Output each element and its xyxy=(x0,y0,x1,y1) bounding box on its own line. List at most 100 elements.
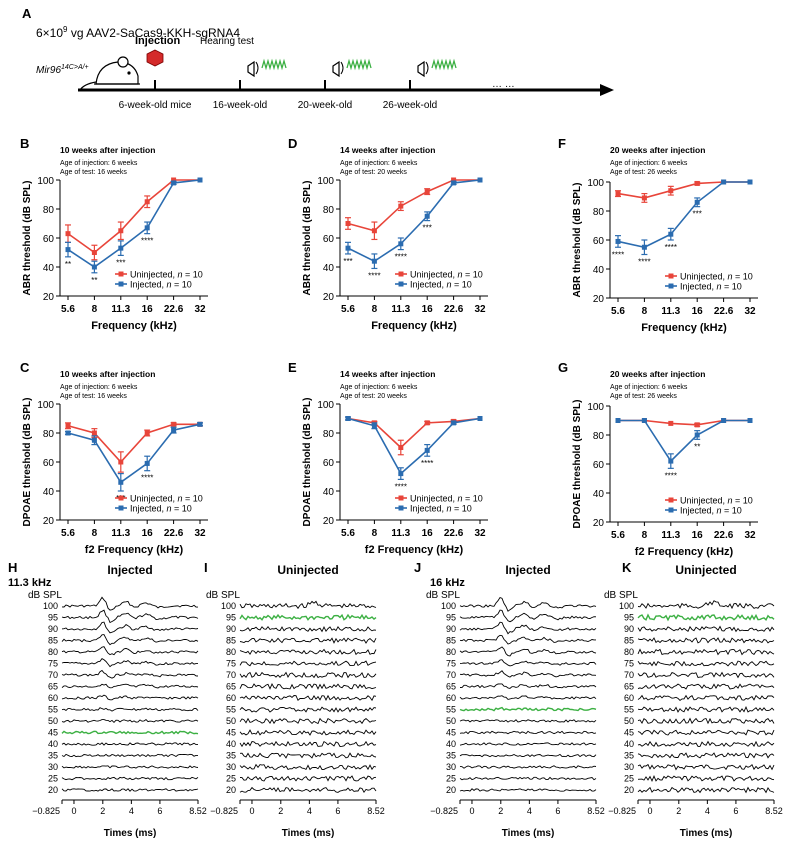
waveform-trace xyxy=(61,719,199,724)
waveform-trace xyxy=(637,694,775,701)
data-point xyxy=(615,191,621,197)
data-point xyxy=(721,179,727,185)
legend-label: Injected, n = 10 xyxy=(680,282,742,292)
sound-wave-icon xyxy=(346,58,372,71)
legend-label: Injected, n = 10 xyxy=(410,280,472,290)
data-point xyxy=(424,447,430,453)
panel-letter: B xyxy=(20,136,29,151)
level-label: 40 xyxy=(48,739,58,749)
legend-marker xyxy=(398,505,404,511)
waveform-trace xyxy=(239,752,377,759)
waveform-title: Injected xyxy=(505,563,550,577)
waveform-trace xyxy=(459,670,597,678)
data-point xyxy=(477,416,483,421)
chart-subtitle: Age of injection: 6 weeks xyxy=(60,160,138,167)
panel-letter: E xyxy=(288,360,297,375)
data-point xyxy=(477,177,483,183)
y-tick-label: 100 xyxy=(37,400,54,411)
level-label: 60 xyxy=(446,693,456,703)
legend-marker xyxy=(668,497,674,503)
level-label: 40 xyxy=(446,739,456,749)
stage-label-16w: 16-week-old xyxy=(213,100,267,111)
series-line xyxy=(67,423,201,484)
chart-title: 20 weeks after injection xyxy=(610,369,705,379)
x-tick-label: 16 xyxy=(692,306,704,317)
y-tick-label: 20 xyxy=(323,292,335,303)
significance-stars: *** xyxy=(116,258,125,267)
data-point xyxy=(641,195,647,201)
y-tick-label: 40 xyxy=(593,265,605,276)
time-tick-label: 0 xyxy=(469,806,474,816)
y-tick-label: 40 xyxy=(593,489,605,500)
legend-label: Injected, n = 10 xyxy=(130,280,192,290)
x-tick-label: 11.3 xyxy=(661,306,680,317)
data-point xyxy=(118,479,124,485)
data-point xyxy=(668,188,674,194)
waveform-trace xyxy=(239,786,377,794)
chart-subtitle: Age of injection: 6 weeks xyxy=(60,384,138,391)
data-point xyxy=(371,423,377,429)
data-point xyxy=(398,203,404,209)
time-tick-label: −0.825 xyxy=(608,806,636,816)
x-axis-label: Frequency (kHz) xyxy=(91,320,177,332)
speaker-icon xyxy=(247,60,259,78)
significance-stars: **** xyxy=(141,237,153,246)
legend-marker xyxy=(118,505,124,511)
x-tick-label: 16 xyxy=(422,528,434,539)
y-tick-label: 80 xyxy=(43,205,55,216)
waveform-trace xyxy=(61,669,199,679)
stimulus-frequency: 11.3 kHz xyxy=(8,577,52,589)
chart-title: 10 weeks after injection xyxy=(60,145,155,155)
level-label: 55 xyxy=(48,705,58,715)
x-tick-label: 22.6 xyxy=(444,304,464,315)
data-point xyxy=(171,427,177,433)
data-point xyxy=(171,177,177,183)
injection-label: Injection xyxy=(135,35,181,47)
x-tick-label: 11.3 xyxy=(391,528,410,539)
y-tick-label: 100 xyxy=(317,400,334,411)
y-tick-label: 20 xyxy=(43,292,55,303)
level-label: 75 xyxy=(624,659,634,669)
data-point xyxy=(91,250,97,255)
data-point xyxy=(91,430,97,436)
waveform-title: Uninjected xyxy=(675,563,736,577)
chart-subtitle: Age of injection: 6 weeks xyxy=(610,160,688,167)
chart-title: 20 weeks after injection xyxy=(610,145,705,155)
chart-d: D 14 weeks after injection Age of injectio… xyxy=(288,136,488,332)
mouse-icon xyxy=(79,56,140,91)
y-tick-label: 80 xyxy=(593,431,605,442)
y-tick-label: 60 xyxy=(43,458,55,469)
waveform-trace xyxy=(459,765,597,769)
data-point xyxy=(371,228,377,234)
x-tick-label: 16 xyxy=(142,304,154,315)
level-label: 25 xyxy=(624,774,634,784)
x-tick-label: 11.3 xyxy=(111,528,130,539)
waveform-trace xyxy=(239,600,377,610)
legend-marker xyxy=(398,281,404,287)
panel-letter: K xyxy=(622,560,632,575)
y-tick-label: 100 xyxy=(317,176,334,187)
data-point xyxy=(345,245,351,251)
waveform-trace xyxy=(637,763,775,771)
x-tick-label: 32 xyxy=(744,530,756,541)
significance-stars: *** xyxy=(693,210,702,219)
chart-subtitle: Age of injection: 6 weeks xyxy=(340,160,418,167)
level-label: 95 xyxy=(446,613,456,623)
waveform-trace xyxy=(637,600,775,610)
level-label: 85 xyxy=(226,636,236,646)
panel-a: A 6×109 vg AAV2-SaCas9-KKH-sgRNA4 Mir961… xyxy=(22,6,614,111)
level-label: 60 xyxy=(48,693,58,703)
level-label: 55 xyxy=(446,705,456,715)
waveform-trace xyxy=(239,763,377,771)
legend-label: Uninjected, n = 10 xyxy=(410,270,483,280)
legend-label: Uninjected, n = 10 xyxy=(410,494,483,504)
level-unit-label: dB SPL xyxy=(28,590,62,601)
y-tick-label: 80 xyxy=(323,429,335,440)
stage-label-6w: 6-week-old mice xyxy=(119,100,192,111)
time-tick-label: 6 xyxy=(733,806,738,816)
chart-title: 10 weeks after injection xyxy=(60,369,155,379)
legend-label: Injected, n = 10 xyxy=(130,504,192,514)
x-tick-label: 8 xyxy=(92,528,98,539)
